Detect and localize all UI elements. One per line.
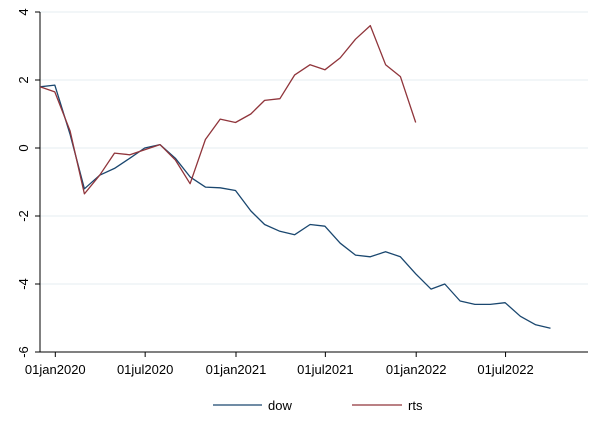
y-tick-label-5: 4	[16, 8, 31, 15]
x-axis: 01jan2020 01jul2020 01jan2021 01jul2021 01ja…	[25, 351, 588, 377]
x-tick-label-2: 01jan2021	[206, 362, 267, 377]
y-tick-label-4: 2	[16, 76, 31, 83]
x-tick-label-3: 01jul2021	[297, 362, 353, 377]
legend: dow rts	[213, 398, 423, 413]
x-tick-label-1: 01jul2020	[117, 362, 173, 377]
y-axis: -6 -4 -2 0 2 4	[16, 8, 41, 358]
y-tick-label-1: -4	[16, 278, 31, 290]
series-line-dow	[39, 84, 551, 329]
legend-label-dow: dow	[268, 398, 292, 413]
series-line-rts	[39, 24, 417, 195]
y-tick-label-3: 0	[16, 144, 31, 151]
y-tick-label-2: -2	[16, 210, 31, 222]
y-tick-label-0: -6	[16, 346, 31, 358]
series-lines	[39, 24, 551, 329]
x-tick-label-4: 01jan2022	[386, 362, 447, 377]
x-tick-label-5: 01jul2022	[477, 362, 533, 377]
legend-label-rts: rts	[408, 398, 423, 413]
x-tick-label-0: 01jan2020	[25, 362, 86, 377]
